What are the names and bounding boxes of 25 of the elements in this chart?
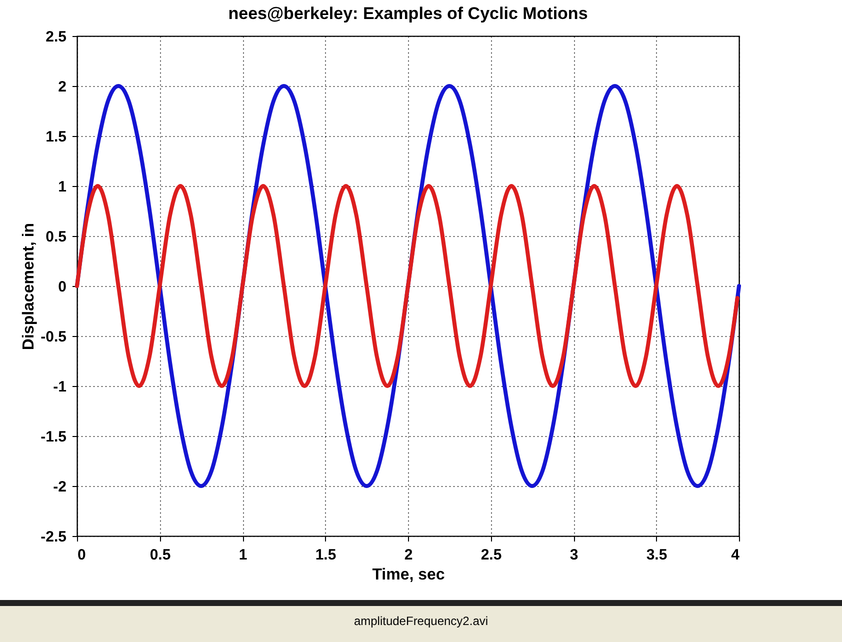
y-tick-label: -1 xyxy=(53,378,66,396)
y-tick-label: 1.5 xyxy=(46,128,66,146)
x-axis-title: Time, sec xyxy=(372,566,445,584)
y-tick-label: 0 xyxy=(58,278,66,296)
x-tick-label: 3 xyxy=(570,546,578,564)
y-tick-label: -0.5 xyxy=(40,328,66,346)
y-tick-label: -2 xyxy=(53,478,66,496)
y-tick-label: -2.5 xyxy=(40,528,66,546)
x-tick-label: 2 xyxy=(404,546,413,564)
x-tick-label: 3.5 xyxy=(646,546,668,564)
y-tick-label: -1.5 xyxy=(40,428,66,446)
x-tick-label: 0 xyxy=(78,546,86,564)
x-tick-label: 1 xyxy=(238,546,248,564)
x-tick-label: 1.5 xyxy=(315,546,336,564)
x-tick-label: 2.5 xyxy=(480,546,502,564)
x-tick-label: 4 xyxy=(731,546,740,564)
y-tick-label: 2 xyxy=(58,78,66,96)
text: amplitudeFrequency2.avi xyxy=(0,600,842,642)
line-series xyxy=(75,184,740,388)
chart-title: nees@berkeley: Examples of Cyclic Motions xyxy=(228,4,588,23)
x-tick-label: 0.5 xyxy=(150,546,171,564)
y-axis-title: Displacement, in xyxy=(20,222,38,350)
y-tick-label: 1 xyxy=(58,178,66,196)
y-tick-label: 0.5 xyxy=(46,228,66,246)
y-tick-label: 2.5 xyxy=(46,28,66,46)
